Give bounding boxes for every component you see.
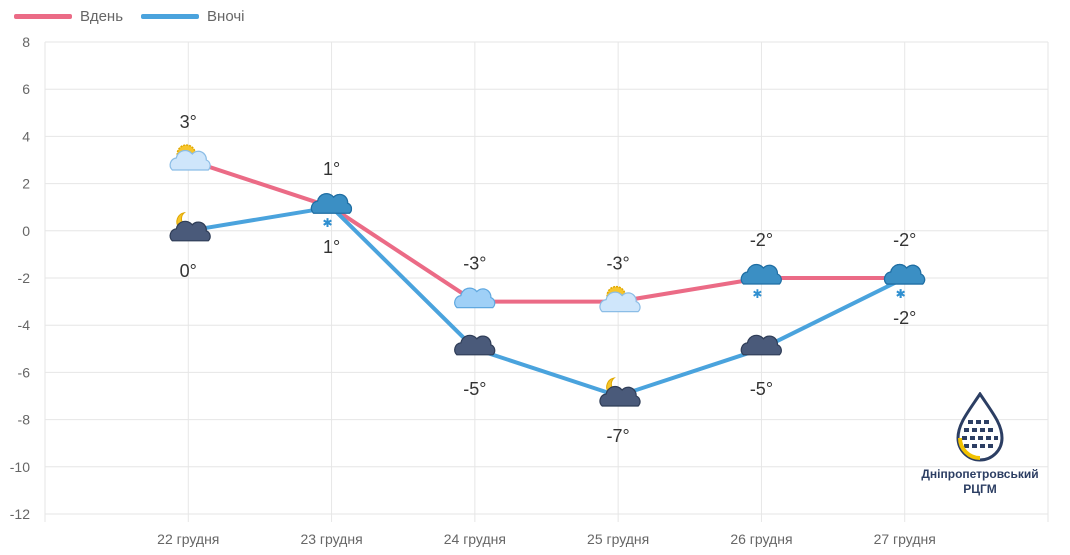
day-temp-label: -3° [607, 254, 630, 274]
snowflake-shape: ✱ [896, 287, 906, 301]
legend-item-night[interactable]: Вночі [141, 8, 244, 25]
legend-label-night: Вночі [207, 8, 245, 25]
moon-cloud-icon [599, 377, 641, 407]
y-tick-label: 0 [22, 223, 30, 239]
cloud-shape [599, 385, 641, 407]
cloud-icon [454, 287, 496, 309]
y-tick-label: -12 [10, 506, 30, 522]
cloud-shape [740, 334, 782, 356]
x-tick-label: 23 грудня [300, 531, 362, 547]
snowflake-shape: ✱ [323, 216, 333, 230]
cloud-shape [599, 291, 641, 313]
night-temp-label: -5° [750, 379, 773, 399]
cloud-shape [169, 220, 211, 242]
dark-cloud-icon [454, 334, 496, 356]
y-tick-label: -4 [18, 317, 31, 333]
night-temp-label: -5° [463, 379, 486, 399]
logo-text-line1: Дніпропетровський [921, 467, 1039, 481]
sun-cloud-icon [599, 285, 641, 313]
cloud-shape [454, 334, 496, 356]
x-tick-label: 24 грудня [444, 531, 506, 547]
cloud-shape [740, 263, 782, 285]
sun-cloud-icon [169, 144, 211, 171]
snowflake-shape: ✱ [752, 287, 762, 301]
y-tick-label: -6 [18, 364, 31, 380]
y-tick-label: -8 [18, 412, 31, 428]
dark-cloud-icon [740, 334, 782, 356]
drop-logo-icon [956, 391, 1004, 462]
y-tick-label: -10 [10, 459, 30, 475]
series-line-night [187, 205, 906, 398]
day-temp-label: 3° [180, 112, 197, 132]
x-tick-label: 25 грудня [587, 531, 649, 547]
night-temp-label: -7° [607, 426, 630, 446]
series-line-day [187, 158, 905, 304]
y-tick-label: 4 [22, 128, 30, 144]
logo: Дніпропетровський РЦГМ [905, 391, 1055, 497]
x-tick-label: 26 грудня [730, 531, 792, 547]
night-temp-label: 1° [323, 237, 340, 257]
snowflake-shape: ✱ [323, 216, 333, 230]
cloud-shape [169, 149, 211, 171]
legend-swatch-night [141, 14, 200, 19]
y-tick-label: 6 [22, 81, 30, 97]
cloud-shape [883, 263, 926, 285]
cloud-snow-icon: ✱ [883, 263, 926, 301]
y-tick-label: 8 [22, 34, 30, 50]
snowflake-shape: ✱ [896, 287, 906, 301]
day-temp-label: -2° [893, 230, 916, 250]
x-tick-label: 27 грудня [874, 531, 936, 547]
moon-cloud-icon [169, 211, 211, 242]
legend-swatch-day [14, 14, 72, 19]
night-temp-label: -2° [893, 308, 916, 328]
cloud-shape [310, 193, 353, 214]
day-temp-label: 1° [323, 159, 340, 179]
logo-text-line2: РЦГМ [963, 482, 997, 496]
y-tick-label: 2 [22, 176, 30, 192]
day-temp-label: -3° [463, 254, 486, 274]
night-temp-label: 0° [180, 261, 197, 281]
chart-legend: Вдень Вночі [14, 8, 244, 25]
cloud-snow-icon: ✱ [740, 263, 782, 301]
legend-item-day[interactable]: Вдень [14, 8, 123, 25]
cloud-shape [454, 287, 496, 309]
y-tick-label: -2 [18, 270, 31, 286]
day-temp-label: -2° [750, 230, 773, 250]
cloud-snow-icon: ✱ [310, 193, 353, 230]
legend-label-day: Вдень [80, 8, 124, 25]
x-tick-label: 22 грудня [157, 531, 219, 547]
